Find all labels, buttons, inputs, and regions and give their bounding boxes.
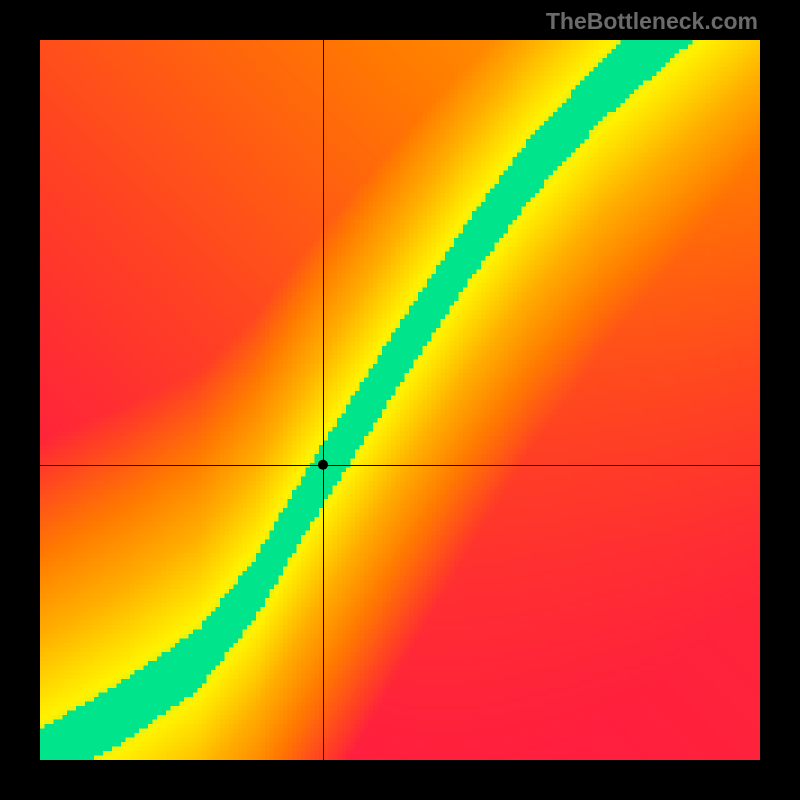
- watermark-text: TheBottleneck.com: [546, 8, 758, 35]
- root-container: { "chart": { "type": "heatmap", "outer_s…: [0, 0, 800, 800]
- crosshair-overlay: [40, 40, 760, 760]
